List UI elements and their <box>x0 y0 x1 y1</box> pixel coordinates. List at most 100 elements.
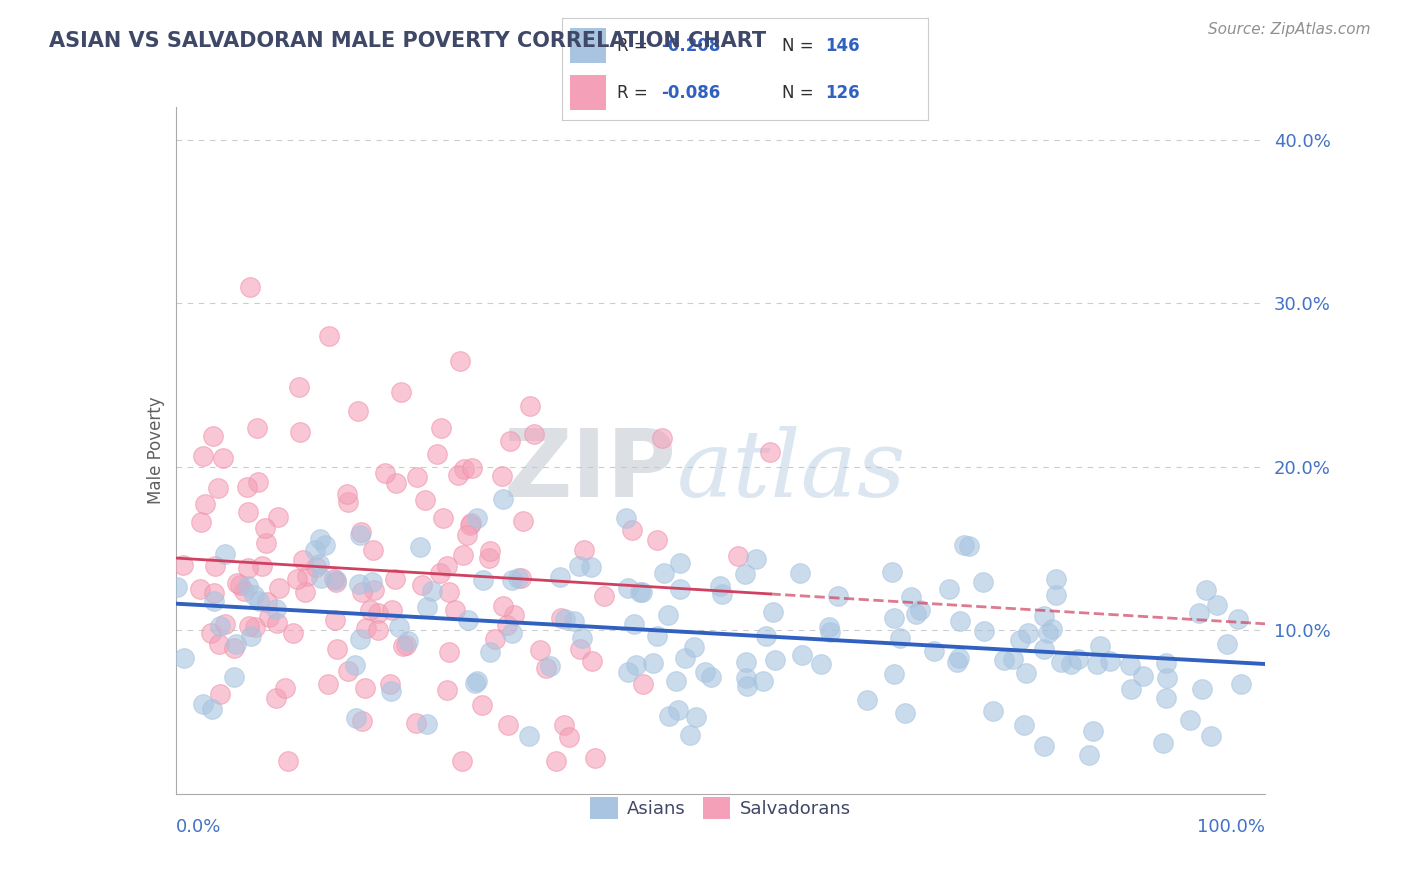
Point <box>501 625 523 640</box>
Point <box>243 619 266 633</box>
Point <box>349 632 371 646</box>
Point <box>200 625 222 640</box>
Point <box>558 730 581 744</box>
Text: R =: R = <box>617 37 654 54</box>
Point <box>430 421 453 435</box>
Point <box>233 583 256 598</box>
Point <box>810 657 832 671</box>
Point <box>256 595 278 609</box>
Point <box>309 533 332 547</box>
Point <box>243 588 266 602</box>
Point <box>344 711 367 725</box>
Point <box>1033 641 1056 656</box>
Point <box>347 404 370 418</box>
Point <box>191 449 214 463</box>
Point <box>247 475 270 489</box>
Point <box>1152 736 1174 750</box>
Point <box>229 578 252 592</box>
Point <box>465 673 488 688</box>
Point <box>624 658 647 673</box>
Point <box>449 353 471 368</box>
Point <box>1199 729 1222 743</box>
Point <box>380 683 402 698</box>
Point <box>553 718 575 732</box>
Point <box>354 621 377 635</box>
Point <box>745 552 768 566</box>
Point <box>247 594 270 608</box>
Point <box>568 642 591 657</box>
Point <box>202 428 225 442</box>
Text: R =: R = <box>617 84 654 102</box>
Point <box>571 631 593 645</box>
Point <box>208 637 231 651</box>
Point <box>225 637 247 651</box>
Point <box>246 421 269 435</box>
Point <box>207 481 229 495</box>
Point <box>1045 572 1067 586</box>
Point <box>381 602 404 616</box>
Point <box>666 703 689 717</box>
Point <box>194 497 217 511</box>
Point <box>1156 690 1178 705</box>
Point <box>405 716 427 731</box>
Point <box>350 524 373 539</box>
Point <box>889 631 911 645</box>
Point <box>395 638 418 652</box>
Point <box>883 611 905 625</box>
Point <box>211 451 233 466</box>
Point <box>374 466 396 480</box>
Point <box>679 728 702 742</box>
Point <box>436 559 458 574</box>
Point <box>675 650 697 665</box>
Point <box>236 480 259 494</box>
Point <box>384 572 406 586</box>
Point <box>593 589 616 603</box>
Point <box>1067 652 1090 666</box>
Point <box>946 655 969 669</box>
Point <box>630 584 652 599</box>
Point <box>456 528 478 542</box>
Point <box>290 425 312 440</box>
Point <box>617 582 640 596</box>
Point <box>238 561 260 575</box>
Point <box>669 582 692 596</box>
Point <box>709 579 731 593</box>
Point <box>1012 718 1035 732</box>
Point <box>496 617 519 632</box>
Point <box>252 558 274 573</box>
Point <box>166 580 188 594</box>
Point <box>538 659 561 673</box>
Point <box>645 629 668 643</box>
Point <box>266 602 288 616</box>
Point <box>344 658 367 673</box>
Point <box>972 575 994 590</box>
Point <box>953 538 976 552</box>
Point <box>316 676 339 690</box>
Point <box>633 676 655 690</box>
Point <box>359 602 381 616</box>
Point <box>460 516 482 530</box>
Point <box>1156 657 1178 671</box>
Point <box>471 573 494 587</box>
Point <box>347 576 370 591</box>
Point <box>585 751 607 765</box>
Point <box>973 624 995 638</box>
Point <box>818 620 841 634</box>
Point <box>458 517 481 532</box>
Point <box>1017 625 1039 640</box>
Point <box>413 492 436 507</box>
Point <box>908 603 931 617</box>
Point <box>564 614 586 628</box>
Point <box>568 558 591 573</box>
Point <box>1230 677 1253 691</box>
Point <box>1188 606 1211 620</box>
Point <box>308 558 330 572</box>
Point <box>437 645 460 659</box>
Text: ASIAN VS SALVADORAN MALE POVERTY CORRELATION CHART: ASIAN VS SALVADORAN MALE POVERTY CORRELA… <box>49 31 766 51</box>
Point <box>614 511 637 525</box>
Text: -0.086: -0.086 <box>661 84 720 102</box>
Point <box>325 573 347 587</box>
Point <box>273 681 295 695</box>
Point <box>391 639 413 653</box>
Point <box>645 533 668 548</box>
